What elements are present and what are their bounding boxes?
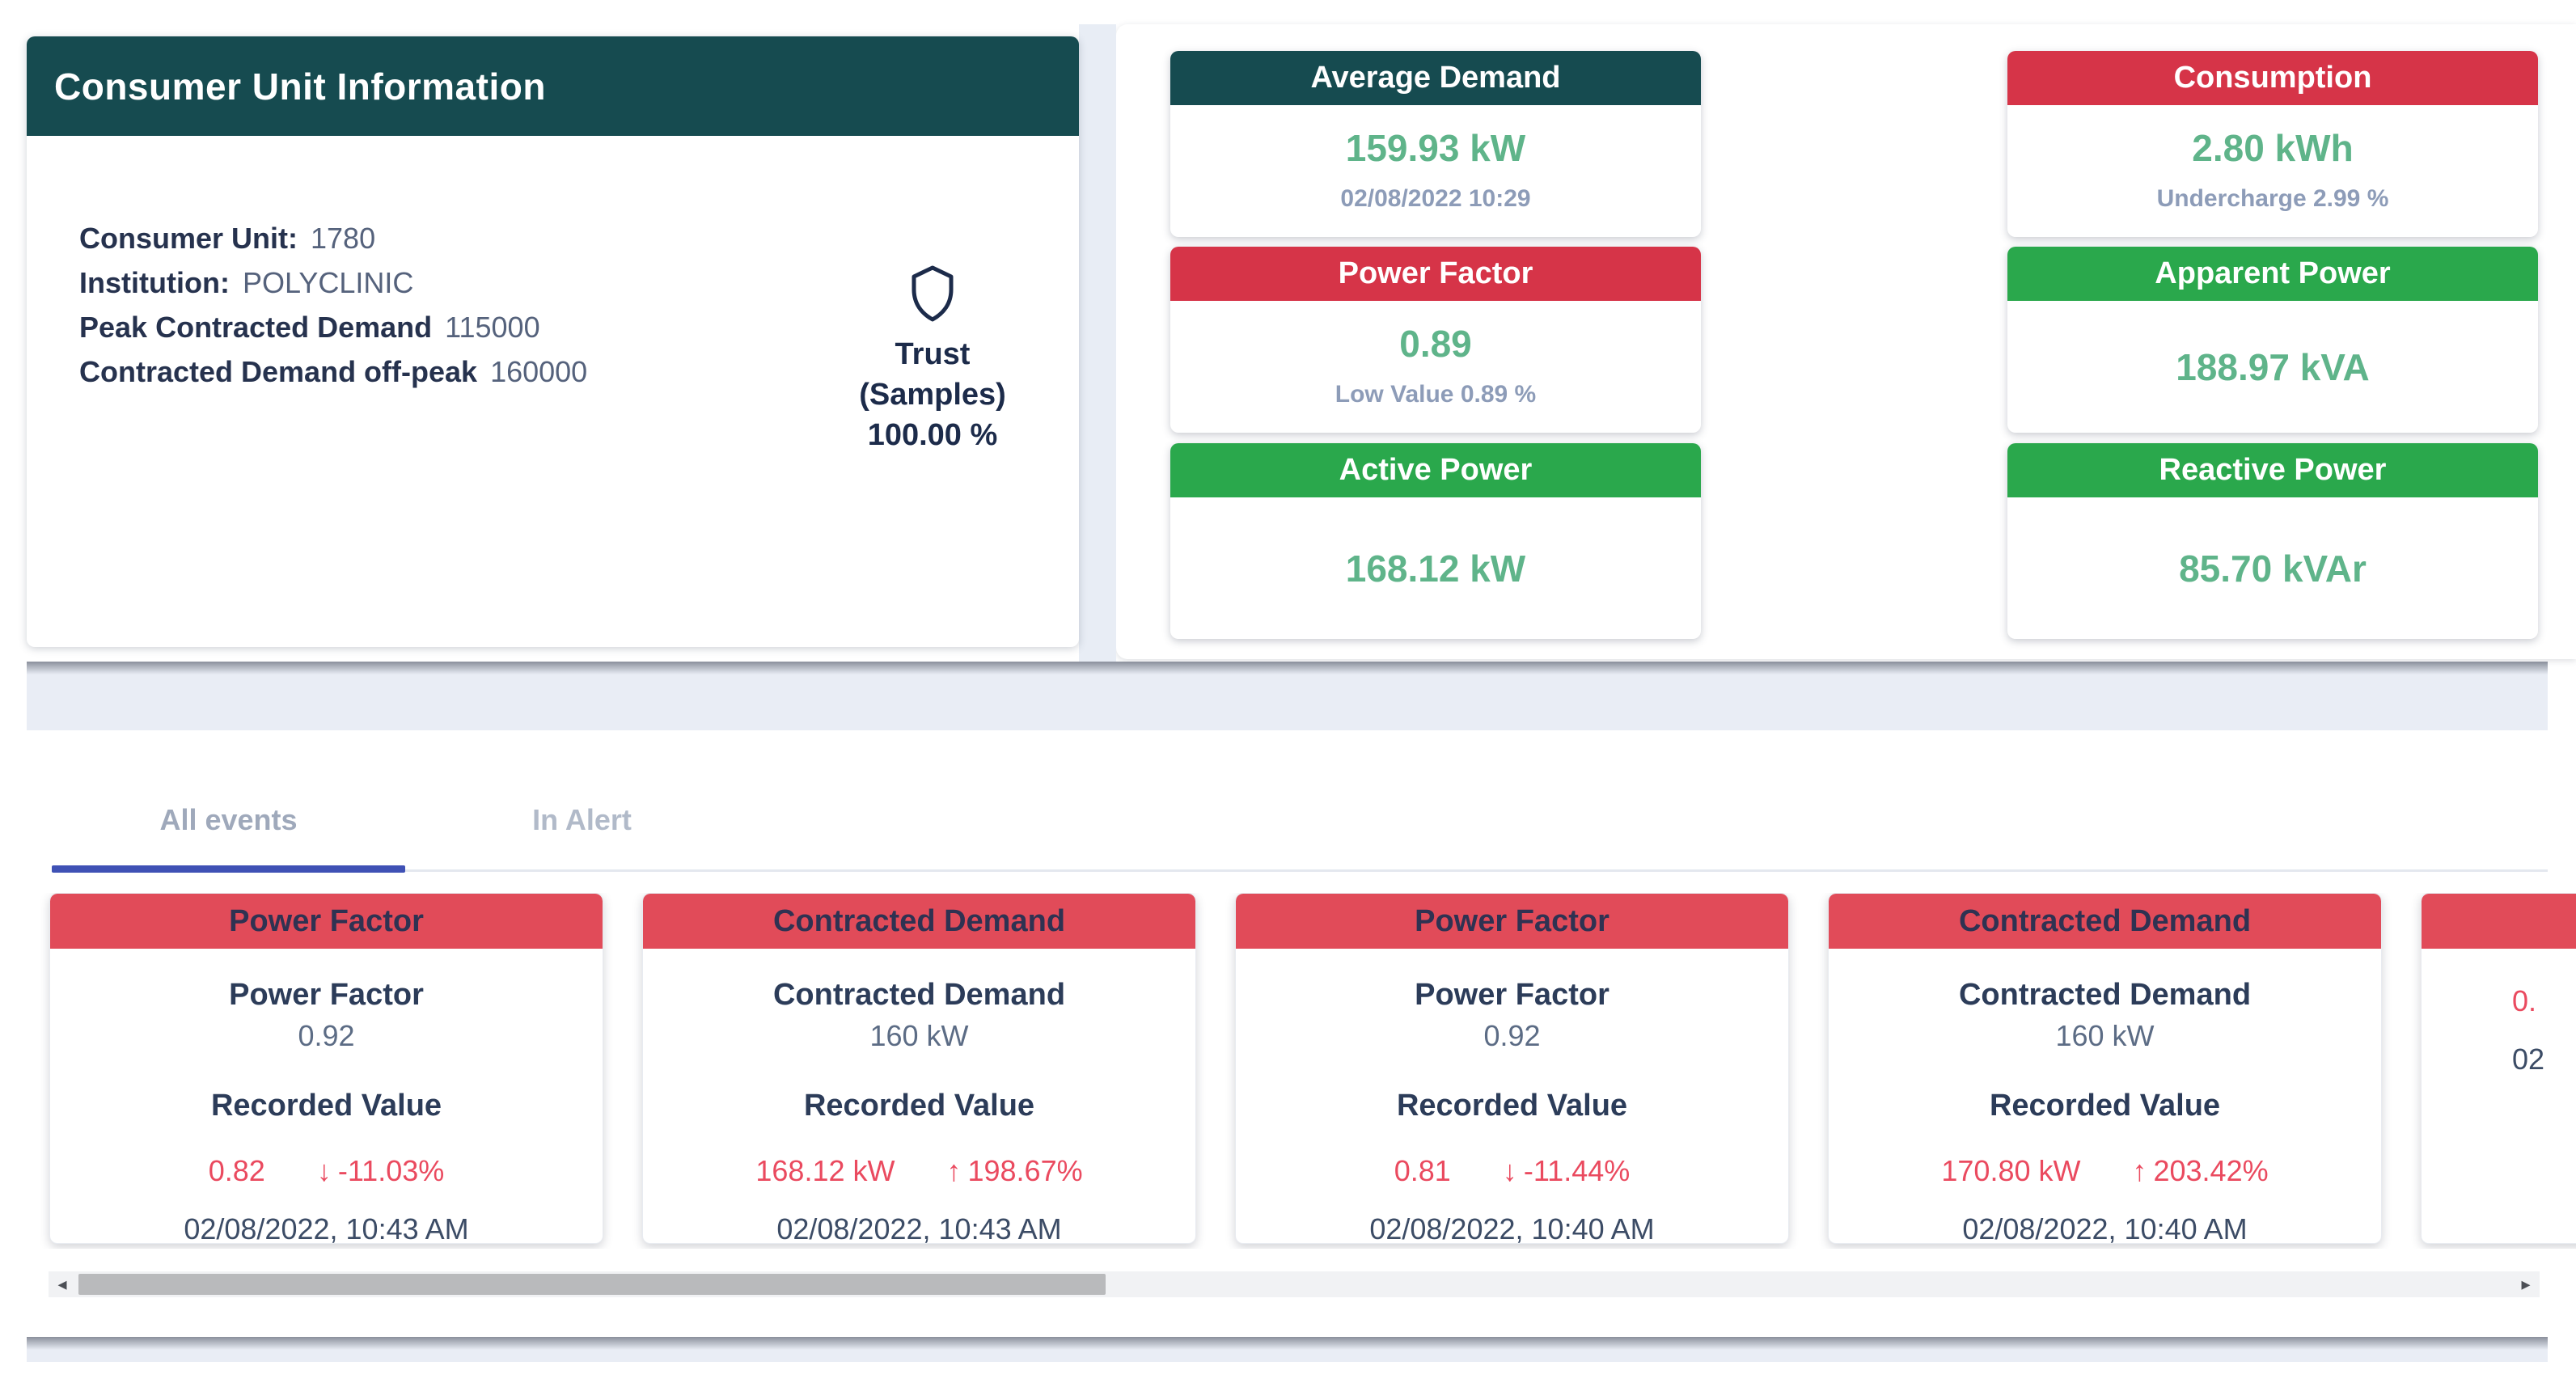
event-recorded-value: 0.82 — [208, 1154, 265, 1187]
scroll-right-icon[interactable]: ▸ — [2521, 1274, 2531, 1294]
event-value-row: 0.82 ↓ -11.03% — [50, 1154, 603, 1188]
stat-value: 168.12 kW — [1345, 547, 1526, 590]
stat-subtitle: Low Value 0.89 % — [1335, 381, 1537, 408]
stat-value: 2.80 kWh — [2192, 127, 2354, 169]
event-metric-name: Power Factor — [1415, 978, 1609, 1012]
stat-value: 85.70 kVAr — [2179, 547, 2367, 590]
stat-card-header: Power Factor — [1170, 247, 1701, 301]
trend-up-icon: ↑ — [2132, 1154, 2147, 1187]
event-reference-value: 160 kW — [2055, 1019, 2155, 1052]
trend-down-icon: ↓ — [316, 1154, 332, 1187]
event-card-partial: 0. 02 — [2421, 893, 2576, 1244]
stat-card-consumption: Consumption 2.80 kWh Undercharge 2.99 % — [2007, 51, 2538, 237]
event-recorded-value: 0.81 — [1394, 1154, 1451, 1187]
horizontal-scrollbar[interactable]: ◂ ▸ — [49, 1271, 2540, 1297]
event-recorded-value: 170.80 kW — [1941, 1154, 2081, 1187]
stat-card-header: Active Power — [1170, 443, 1701, 497]
stat-card-header: Reactive Power — [2007, 443, 2538, 497]
trust-samples-indicator: Trust (Samples) 100.00 % — [823, 264, 1042, 455]
event-value-row: 0.81 ↓ -11.44% — [1236, 1154, 1788, 1188]
stat-value: 0.89 — [1399, 323, 1472, 365]
event-percent-change: ↓ -11.44% — [1502, 1154, 1631, 1187]
recorded-value-label: Recorded Value — [1989, 1089, 2221, 1123]
consumer-unit-card: Consumer Unit Information Consumer Unit:… — [27, 36, 1079, 647]
event-card-header: Contracted Demand — [1829, 894, 2381, 949]
event-card-header: Power Factor — [1236, 894, 1788, 949]
tab-all-events[interactable]: All events — [159, 803, 298, 836]
trust-samples-label: (Samples) — [859, 378, 1006, 412]
stat-card-power-factor: Power Factor 0.89 Low Value 0.89 % — [1170, 247, 1701, 433]
event-card-power-factor-2: Power Factor Power Factor 0.92 Recorded … — [1235, 893, 1789, 1244]
event-percent-change: ↑ 198.67% — [946, 1154, 1083, 1187]
stat-subtitle: 02/08/2022 10:29 — [1340, 185, 1531, 212]
event-recorded-value: 168.12 kW — [755, 1154, 895, 1187]
consumer-unit-fields: Consumer Unit: 1780 Institution: POLYCLI… — [79, 216, 587, 394]
stat-card-average-demand: Average Demand 159.93 kW 02/08/2022 10:2… — [1170, 51, 1701, 237]
trend-down-icon: ↓ — [1502, 1154, 1517, 1187]
trust-percent-value: 100.00 % — [867, 418, 998, 452]
panel-divider — [1079, 24, 1116, 662]
trend-up-icon: ↑ — [946, 1154, 962, 1187]
event-value-row: 170.80 kW ↑ 203.42% — [1829, 1154, 2381, 1188]
event-percent-change: ↑ 203.42% — [2132, 1154, 2269, 1187]
events-tabs: All events In Alert — [52, 775, 759, 872]
recorded-value-label: Recorded Value — [1396, 1089, 1628, 1123]
stat-card-active-power: Active Power 168.12 kW — [1170, 443, 1701, 639]
event-recorded-value: 0. — [2512, 984, 2537, 1017]
event-metric-name: Contracted Demand — [1958, 978, 2252, 1012]
trust-label: Trust — [895, 337, 971, 371]
field-consumer-unit: Consumer Unit: 1780 — [79, 221, 376, 255]
event-timestamp: 02/08/2022, 10:40 AM — [1369, 1212, 1655, 1244]
stat-value: 188.97 kVA — [2176, 345, 2370, 388]
page-title: Consumer Unit Information — [54, 65, 546, 108]
stat-card-header: Apparent Power — [2007, 247, 2538, 301]
stat-value: 159.93 kW — [1345, 127, 1526, 169]
tab-in-alert[interactable]: In Alert — [532, 803, 632, 836]
event-value-row: 168.12 kW ↑ 198.67% — [643, 1154, 1195, 1188]
recorded-value-label: Recorded Value — [210, 1089, 442, 1123]
consumer-unit-card-header: Consumer Unit Information — [27, 36, 1079, 136]
event-card-contracted-demand-2: Contracted Demand Contracted Demand 160 … — [1828, 893, 2382, 1244]
event-card-contracted-demand-1: Contracted Demand Contracted Demand 160 … — [642, 893, 1196, 1244]
event-reference-value: 160 kW — [869, 1019, 969, 1052]
event-card-header — [2422, 894, 2576, 949]
stat-card-header: Average Demand — [1170, 51, 1701, 105]
stat-card-reactive-power: Reactive Power 85.70 kVAr — [2007, 443, 2538, 639]
stat-card-apparent-power: Apparent Power 188.97 kVA — [2007, 247, 2538, 433]
event-metric-name: Power Factor — [229, 978, 424, 1012]
event-timestamp: 02/08/2022, 10:40 AM — [1962, 1212, 2248, 1244]
event-card-header: Contracted Demand — [643, 894, 1195, 949]
stat-subtitle: Undercharge 2.99 % — [2156, 185, 2389, 212]
scroll-left-icon[interactable]: ◂ — [57, 1274, 67, 1294]
event-timestamp: 02 — [2512, 1043, 2545, 1076]
event-reference-value: 0.92 — [1483, 1019, 1541, 1052]
event-timestamp: 02/08/2022, 10:43 AM — [776, 1212, 1062, 1244]
events-row: Power Factor Power Factor 0.92 Recorded … — [27, 893, 2576, 1244]
event-card-power-factor-1: Power Factor Power Factor 0.92 Recorded … — [49, 893, 603, 1244]
field-contracted-demand-off-peak: Contracted Demand off-peak 160000 — [79, 354, 588, 388]
shield-outline-icon — [823, 264, 1042, 324]
bottom-divider-band — [27, 1337, 2548, 1362]
section-divider-band — [27, 662, 2548, 730]
field-institution: Institution: POLYCLINIC — [79, 265, 414, 299]
event-card-header: Power Factor — [50, 894, 603, 949]
active-tab-indicator — [52, 865, 405, 873]
event-metric-name: Contracted Demand — [772, 978, 1066, 1012]
recorded-value-label: Recorded Value — [803, 1089, 1035, 1123]
event-value-row: 0. — [2422, 984, 2576, 1018]
stat-card-header: Consumption — [2007, 51, 2538, 105]
events-carousel[interactable]: Power Factor Power Factor 0.92 Recorded … — [27, 893, 2576, 1249]
scrollbar-thumb[interactable] — [78, 1274, 1106, 1295]
event-timestamp: 02/08/2022, 10:43 AM — [184, 1212, 469, 1244]
tabs-baseline — [52, 869, 2548, 872]
field-peak-contracted-demand: Peak Contracted Demand 115000 — [79, 310, 540, 344]
event-reference-value: 0.92 — [298, 1019, 355, 1052]
event-percent-change: ↓ -11.03% — [316, 1154, 445, 1187]
